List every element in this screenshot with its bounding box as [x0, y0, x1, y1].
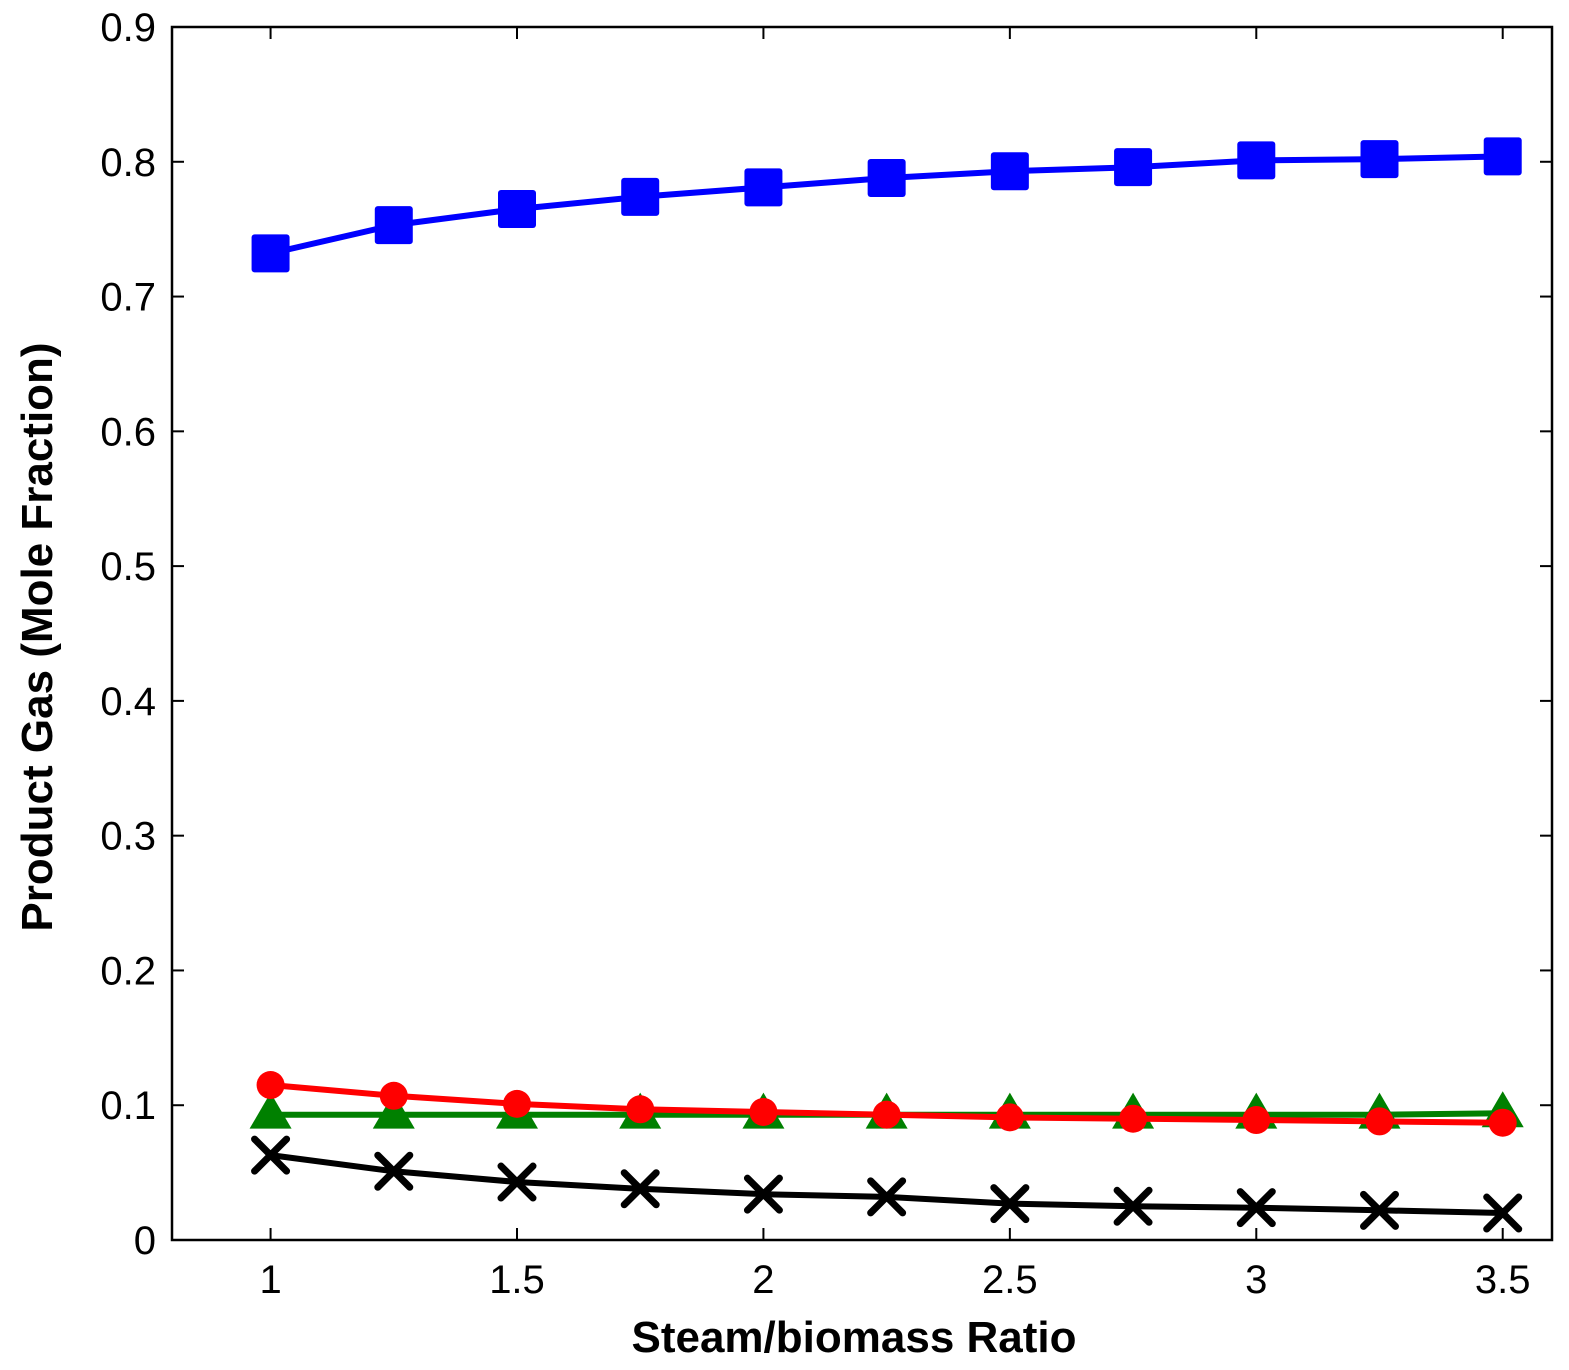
series-2-point-8 — [1242, 1106, 1271, 1135]
series-3-point-9 — [1360, 1190, 1399, 1230]
x-tick-label-3: 2.5 — [982, 1258, 1038, 1302]
y-tick-label-4: 0.4 — [100, 680, 156, 724]
y-tick-label-9: 0.9 — [100, 6, 156, 50]
series-0-point-9 — [1360, 140, 1399, 179]
series-2-point-2 — [503, 1089, 531, 1118]
series-0-point-4 — [744, 168, 783, 207]
x-tick-label-2: 2 — [752, 1258, 774, 1302]
x-tick-label-1: 1.5 — [489, 1258, 545, 1302]
series-0-point-3 — [621, 177, 660, 216]
y-tick-label-8: 0.8 — [100, 141, 156, 185]
tick-labels: 1 1.5 2 2.5 3 3.5 0 0.1 0.2 0.3 0.4 0.5 0.6 0.7 0.8 0.9 — [100, 6, 1530, 1302]
series-0-point-6 — [990, 152, 1029, 191]
series-0-point-8 — [1237, 141, 1276, 180]
series-3-point-2 — [497, 1162, 537, 1202]
series-2-point-1 — [379, 1081, 408, 1110]
series-0-point-5 — [867, 158, 906, 197]
series-2-point-7 — [1119, 1104, 1148, 1133]
series-3-point-10 — [1483, 1193, 1523, 1233]
y-tick-label-7: 0.7 — [100, 276, 156, 320]
series-2-point-9 — [1365, 1107, 1394, 1136]
series-3-point-8 — [1236, 1188, 1276, 1228]
series-0-square — [251, 137, 1522, 273]
x-axis-title: Steam/biomass Ratio — [631, 1313, 1076, 1362]
plot-area-frame — [170, 25, 1554, 1242]
y-tick-label-5: 0.5 — [100, 545, 156, 589]
x-tick-label-4: 3 — [1245, 1258, 1267, 1302]
x-tick-label-5: 3.5 — [1475, 1258, 1531, 1302]
series-3-point-5 — [867, 1177, 907, 1217]
series-0-point-0 — [251, 234, 290, 273]
series-3-point-6 — [990, 1184, 1030, 1224]
series-3-line — [270, 1152, 1503, 1216]
y-tick-label-6: 0.6 — [100, 410, 156, 454]
y-tick-label-3: 0.3 — [100, 815, 156, 859]
series-3-point-7 — [1113, 1186, 1153, 1226]
series-0-point-7 — [1114, 148, 1153, 187]
y-tick-label-1: 0.1 — [100, 1084, 156, 1128]
series-2-circle — [256, 1071, 1517, 1137]
series-layer — [249, 137, 1524, 1233]
series-0-point-10 — [1483, 137, 1522, 176]
series-3-point-0 — [251, 1135, 291, 1175]
series-2-point-4 — [749, 1097, 778, 1126]
series-3-point-4 — [743, 1174, 783, 1214]
series-1-point-0 — [249, 1092, 292, 1129]
series-2-point-0 — [256, 1071, 285, 1100]
series-3-x — [251, 1135, 1523, 1233]
y-axis-title: Product Gas (Mole Fraction) — [13, 342, 62, 931]
series-2-point-5 — [872, 1100, 901, 1129]
series-0-point-1 — [374, 206, 413, 245]
y-tick-label-0: 0 — [134, 1219, 156, 1263]
series-3-point-1 — [374, 1151, 414, 1191]
x-tick-label-0: 1 — [259, 1258, 281, 1302]
series-2-point-6 — [995, 1103, 1024, 1132]
series-0-point-2 — [498, 189, 536, 228]
series-1-point-1 — [372, 1092, 415, 1129]
y-tick-label-2: 0.2 — [100, 949, 156, 993]
series-3-point-3 — [620, 1169, 660, 1209]
series-2-point-3 — [626, 1095, 655, 1124]
series-2-point-10 — [1488, 1108, 1517, 1137]
